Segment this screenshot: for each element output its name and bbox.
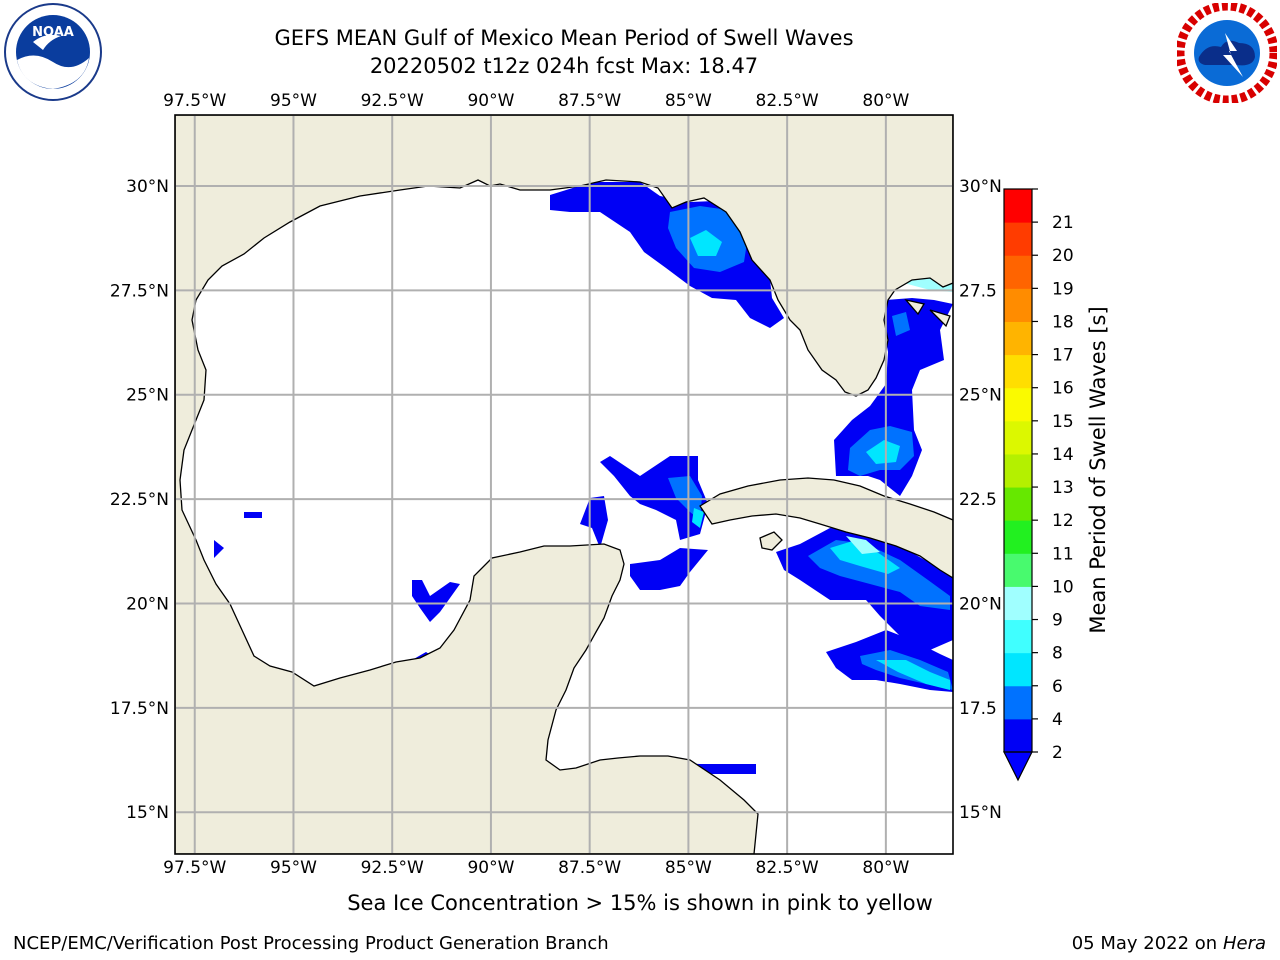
noaa-logo: NOAA xyxy=(3,2,103,102)
swell-contour xyxy=(892,312,910,336)
colorbar-tick-label: 4 xyxy=(1052,710,1063,730)
lon-label-top: 80°W xyxy=(862,91,909,111)
footer-date: 05 May 2022 on Hera xyxy=(1072,933,1266,954)
lon-label-top: 90°W xyxy=(467,91,514,111)
swell-contour xyxy=(668,476,702,520)
colorbar-tick-label: 8 xyxy=(1052,644,1063,664)
lon-label-top: 92.5°W xyxy=(361,91,424,111)
title: GEFS MEAN Gulf of Mexico Mean Period of … xyxy=(274,26,854,50)
colorbar-tick-label: 15 xyxy=(1052,412,1074,432)
colorbar-tick-label: 18 xyxy=(1052,312,1074,332)
colorbar-segment xyxy=(1004,520,1032,554)
swell-contour xyxy=(876,660,950,690)
colorbar-segment xyxy=(1004,387,1032,422)
swell-contour xyxy=(412,580,460,622)
lon-label-top: 87.5°W xyxy=(558,91,621,111)
lat-label-left: 25°N xyxy=(126,386,169,406)
swell-contour xyxy=(690,230,722,256)
lat-label-right: 15°N xyxy=(959,803,1002,823)
colorbar-segment xyxy=(1004,321,1032,356)
land-isle-of-youth xyxy=(759,531,783,551)
colorbar-tick-label: 10 xyxy=(1052,577,1074,597)
colorbar-tick-label: 20 xyxy=(1052,246,1074,266)
lat-label-left: 27.5°N xyxy=(110,281,169,301)
lat-label-right: 27.5 xyxy=(959,281,997,301)
land xyxy=(175,115,953,854)
swell-contour xyxy=(866,440,900,464)
swell-contour xyxy=(244,512,262,518)
colorbar-tick-label: 12 xyxy=(1052,511,1074,531)
lon-label-bottom: 90°W xyxy=(467,858,514,878)
colorbar-tick-label: 14 xyxy=(1052,445,1074,465)
lon-label-bottom: 95°W xyxy=(270,858,317,878)
colorbar-segment xyxy=(1004,189,1032,223)
colorbar-tick-label: 13 xyxy=(1052,478,1074,498)
colorbar-label: Mean Period of Swell Waves [s] xyxy=(1086,306,1110,633)
swell-contour xyxy=(846,536,880,554)
colorbar-segment xyxy=(1004,420,1032,455)
lon-label-top: 82.5°W xyxy=(756,91,819,111)
swell-contour xyxy=(830,540,900,574)
lon-label-bottom: 92.5°W xyxy=(361,858,424,878)
colorbar-segment xyxy=(1004,487,1032,521)
lat-label-left: 22.5°N xyxy=(110,490,169,510)
lat-label-left: 17.5°N xyxy=(110,699,169,719)
colorbar-tick-label: 6 xyxy=(1052,677,1063,697)
colorbar-frame xyxy=(1003,188,1033,753)
lon-label-bottom: 80°W xyxy=(862,858,909,878)
lat-label-right: 25°N xyxy=(959,386,1002,406)
colorbar-extend xyxy=(1003,751,1033,782)
lat-label-right: 20°N xyxy=(959,594,1002,614)
lat-label-right: 22.5 xyxy=(959,490,997,510)
lon-label-top: 85°W xyxy=(665,91,712,111)
sea-ice-note: Sea Ice Concentration > 15% is shown in … xyxy=(347,891,933,915)
colorbar-segment xyxy=(1004,619,1032,654)
lat-label-left: 30°N xyxy=(126,177,169,197)
colorbar-segment xyxy=(1004,586,1032,621)
colorbar-segment xyxy=(1004,288,1032,322)
lat-label-left: 15°N xyxy=(126,803,169,823)
colorbar-tick-label: 11 xyxy=(1052,544,1074,564)
colorbar-segment xyxy=(1004,718,1032,753)
lon-label-bottom: 85°W xyxy=(665,858,712,878)
map-frame xyxy=(174,114,954,855)
land-north-america xyxy=(175,115,953,854)
swell-contour xyxy=(692,508,704,528)
lat-label-right: 30°N xyxy=(959,177,1002,197)
lat-label-left: 20°N xyxy=(126,594,169,614)
subtitle: 20220502 t12z 024h fcst Max: 18.47 xyxy=(369,54,759,78)
colorbar-tick-label: 17 xyxy=(1052,346,1074,366)
lon-label-bottom: 82.5°W xyxy=(756,858,819,878)
colorbar-segment xyxy=(1004,553,1032,587)
swell-contour xyxy=(580,496,608,548)
colorbar-segment xyxy=(1004,685,1032,720)
footer-host: Hera xyxy=(1222,933,1266,954)
colorbar-segment xyxy=(1004,255,1032,289)
colorbar-tick-label: 9 xyxy=(1052,611,1063,631)
lon-label-bottom: 97.5°W xyxy=(163,858,226,878)
colorbar-segment xyxy=(1004,652,1032,687)
noaa-logo-text: NOAA xyxy=(32,25,74,40)
lon-label-bottom: 87.5°W xyxy=(558,858,621,878)
colorbar-segment xyxy=(1004,222,1032,256)
lon-label-top: 97.5°W xyxy=(163,91,226,111)
colorbar-tick-label: 16 xyxy=(1052,379,1074,399)
lat-label-right: 17.5 xyxy=(959,699,997,719)
land-cuba xyxy=(699,477,953,579)
colorbar-segment xyxy=(1004,453,1032,488)
footer-branch: NCEP/EMC/Verification Post Processing Pr… xyxy=(13,933,609,954)
footer-date-text: 05 May 2022 on xyxy=(1071,933,1218,954)
nws-logo xyxy=(1175,1,1279,105)
colorbar-tick-label: 21 xyxy=(1052,213,1074,233)
colorbar-tick-label: 19 xyxy=(1052,279,1074,299)
swell-contour xyxy=(214,540,224,558)
colorbar-segment xyxy=(1004,354,1032,389)
lon-label-top: 95°W xyxy=(270,91,317,111)
colorbar-tick-label: 2 xyxy=(1052,743,1063,763)
land-bahamas xyxy=(904,298,951,328)
